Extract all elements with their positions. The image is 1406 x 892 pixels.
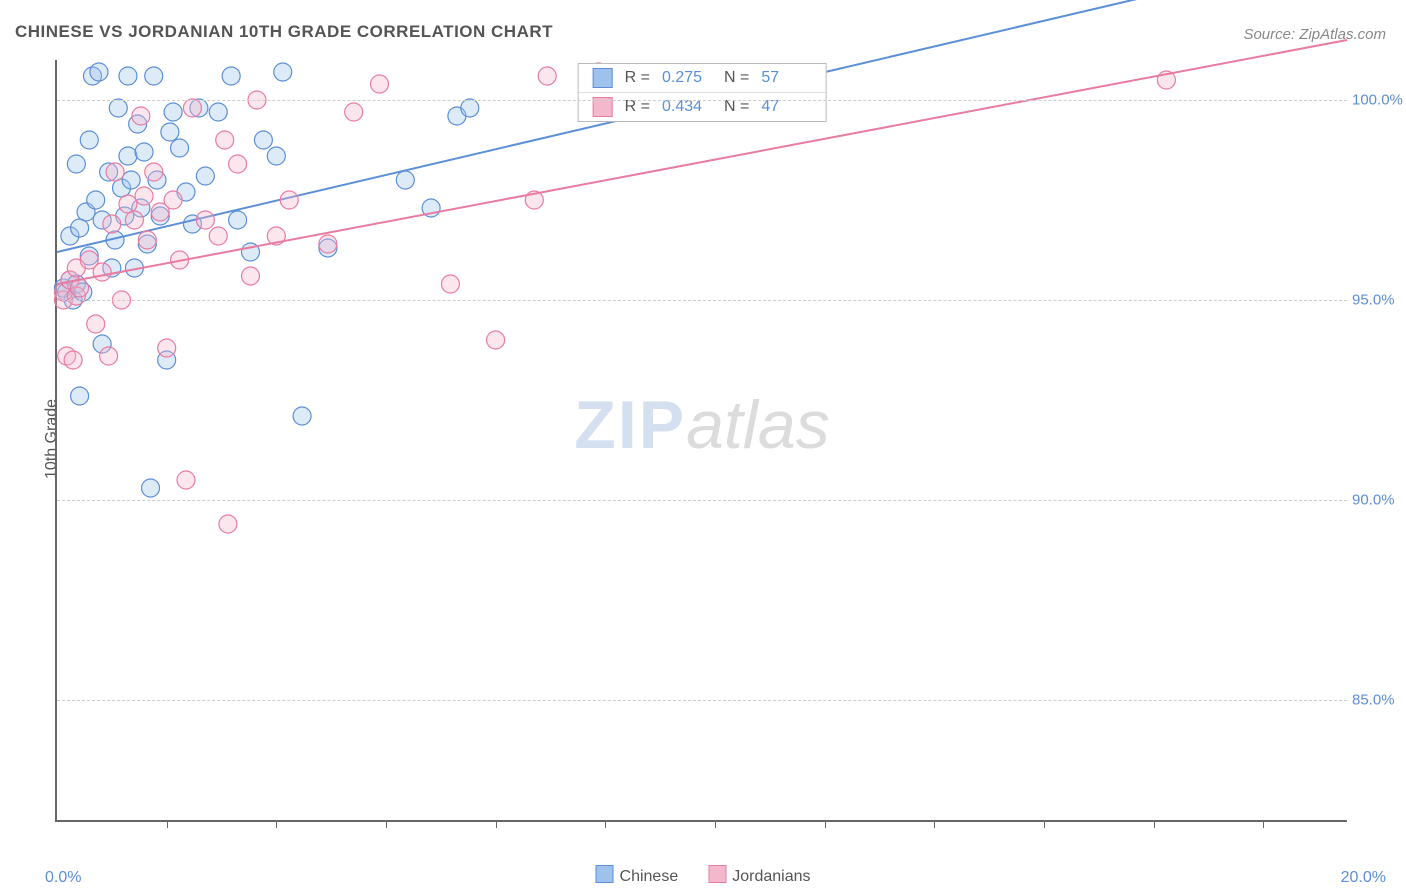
scatter-point bbox=[106, 163, 124, 181]
x-axis-label-left: 0.0% bbox=[45, 869, 81, 887]
scatter-point bbox=[103, 215, 121, 233]
y-tick-label: 85.0% bbox=[1352, 692, 1406, 709]
scatter-point bbox=[487, 331, 505, 349]
scatter-point bbox=[80, 131, 98, 149]
stats-n-label-0: N = bbox=[724, 69, 749, 87]
scatter-point bbox=[216, 131, 234, 149]
gridline-h bbox=[57, 300, 1347, 301]
x-tick bbox=[825, 820, 826, 828]
scatter-point bbox=[196, 167, 214, 185]
scatter-point bbox=[161, 123, 179, 141]
scatter-point bbox=[135, 187, 153, 205]
scatter-point bbox=[371, 75, 389, 93]
stats-r-value-0: 0.275 bbox=[662, 69, 712, 87]
legend-item-chinese: Chinese bbox=[596, 865, 679, 886]
x-tick bbox=[386, 820, 387, 828]
plot-area: ZIPatlas R = 0.275 N = 57 R = 0.434 N = … bbox=[55, 60, 1347, 822]
stats-swatch-chinese bbox=[593, 68, 613, 88]
scatter-point bbox=[229, 211, 247, 229]
scatter-point bbox=[87, 315, 105, 333]
scatter-point bbox=[461, 99, 479, 117]
scatter-point bbox=[164, 191, 182, 209]
stats-r-label-0: R = bbox=[625, 69, 650, 87]
scatter-point bbox=[93, 263, 111, 281]
x-tick bbox=[715, 820, 716, 828]
x-tick bbox=[1263, 820, 1264, 828]
scatter-point bbox=[132, 107, 150, 125]
y-tick-label: 95.0% bbox=[1352, 292, 1406, 309]
scatter-point bbox=[122, 171, 140, 189]
scatter-point bbox=[142, 479, 160, 497]
source-label: Source: ZipAtlas.com bbox=[1243, 26, 1386, 43]
legend-label-chinese: Chinese bbox=[620, 868, 679, 885]
scatter-point bbox=[119, 67, 137, 85]
legend-label-jordanians: Jordanians bbox=[732, 868, 810, 885]
scatter-point bbox=[396, 171, 414, 189]
scatter-point bbox=[64, 351, 82, 369]
scatter-point bbox=[145, 67, 163, 85]
gridline-h bbox=[57, 100, 1347, 101]
scatter-point bbox=[183, 99, 201, 117]
scatter-point bbox=[158, 339, 176, 357]
scatter-point bbox=[125, 211, 143, 229]
x-tick bbox=[934, 820, 935, 828]
scatter-point bbox=[164, 103, 182, 121]
scatter-point bbox=[119, 147, 137, 165]
stats-n-value-0: 57 bbox=[761, 69, 811, 87]
gridline-h bbox=[57, 700, 1347, 701]
scatter-point bbox=[242, 267, 260, 285]
x-tick bbox=[1154, 820, 1155, 828]
x-tick bbox=[605, 820, 606, 828]
scatter-point bbox=[119, 195, 137, 213]
y-tick-label: 90.0% bbox=[1352, 492, 1406, 509]
scatter-point bbox=[345, 103, 363, 121]
scatter-point bbox=[209, 103, 227, 121]
scatter-point bbox=[87, 191, 105, 209]
stats-row-chinese: R = 0.275 N = 57 bbox=[579, 64, 826, 93]
scatter-point bbox=[219, 515, 237, 533]
scatter-point bbox=[177, 471, 195, 489]
scatter-point bbox=[538, 67, 556, 85]
x-tick bbox=[1044, 820, 1045, 828]
x-tick bbox=[167, 820, 168, 828]
scatter-point bbox=[71, 219, 89, 237]
legend-swatch-chinese bbox=[596, 865, 614, 883]
x-axis-label-right: 20.0% bbox=[1341, 869, 1386, 887]
stats-row-jordanians: R = 0.434 N = 47 bbox=[579, 93, 826, 121]
scatter-point bbox=[90, 63, 108, 81]
chart-container: CHINESE VS JORDANIAN 10TH GRADE CORRELAT… bbox=[0, 0, 1406, 892]
scatter-point bbox=[441, 275, 459, 293]
scatter-point bbox=[109, 99, 127, 117]
scatter-point bbox=[293, 407, 311, 425]
scatter-point bbox=[222, 67, 240, 85]
scatter-point bbox=[209, 227, 227, 245]
x-tick bbox=[276, 820, 277, 828]
gridline-h bbox=[57, 500, 1347, 501]
scatter-point bbox=[100, 347, 118, 365]
chart-title: CHINESE VS JORDANIAN 10TH GRADE CORRELAT… bbox=[15, 22, 553, 42]
scatter-point bbox=[280, 191, 298, 209]
legend-swatch-jordanians bbox=[708, 865, 726, 883]
bottom-legend: Chinese Jordanians bbox=[596, 865, 811, 886]
scatter-point bbox=[71, 387, 89, 405]
scatter-point bbox=[135, 143, 153, 161]
x-tick bbox=[496, 820, 497, 828]
legend-item-jordanians: Jordanians bbox=[708, 865, 810, 886]
y-tick-label: 100.0% bbox=[1352, 92, 1406, 109]
scatter-point bbox=[145, 163, 163, 181]
scatter-point bbox=[319, 235, 337, 253]
scatter-point bbox=[229, 155, 247, 173]
scatter-point bbox=[254, 131, 272, 149]
scatter-point bbox=[138, 231, 156, 249]
scatter-point bbox=[196, 211, 214, 229]
scatter-point bbox=[171, 139, 189, 157]
plot-svg bbox=[57, 60, 1347, 820]
stats-legend-box: R = 0.275 N = 57 R = 0.434 N = 47 bbox=[578, 63, 827, 122]
scatter-point bbox=[267, 147, 285, 165]
scatter-point bbox=[67, 155, 85, 173]
scatter-point bbox=[274, 63, 292, 81]
